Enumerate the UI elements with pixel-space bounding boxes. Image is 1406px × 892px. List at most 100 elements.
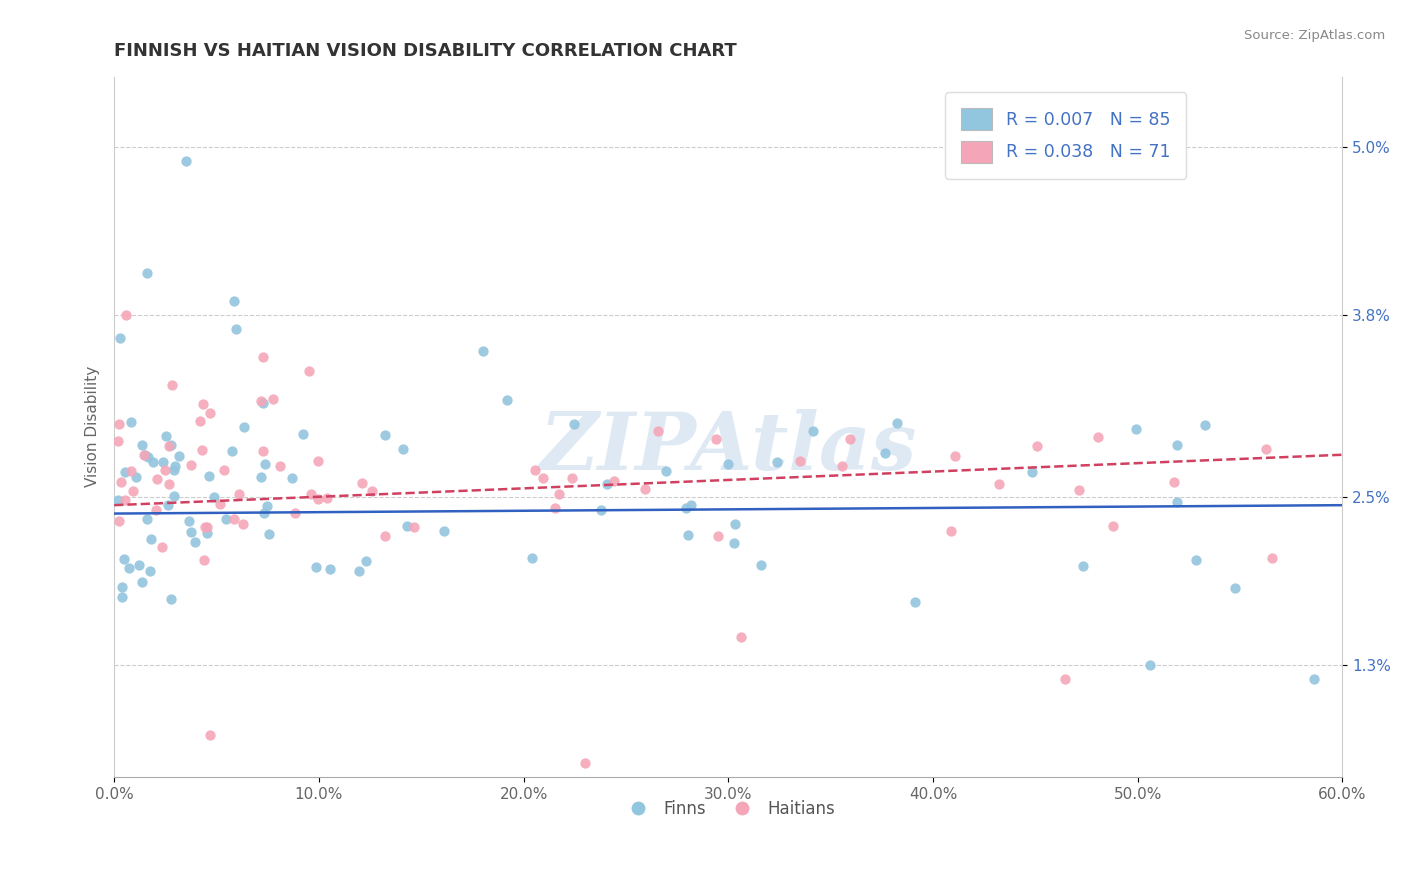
Point xyxy=(679,498,702,512)
Point xyxy=(118,561,141,575)
Point xyxy=(361,483,384,498)
Point xyxy=(305,559,328,574)
Point xyxy=(1163,475,1185,489)
Point xyxy=(160,377,183,392)
Point xyxy=(107,514,129,528)
Point xyxy=(162,463,184,477)
Point xyxy=(831,458,853,473)
Point xyxy=(180,525,202,540)
Point xyxy=(347,565,370,579)
Point xyxy=(299,486,322,500)
Point xyxy=(115,308,138,322)
Point xyxy=(392,442,415,457)
Point xyxy=(252,444,274,458)
Point xyxy=(939,524,962,538)
Point xyxy=(224,293,246,308)
Point xyxy=(111,590,134,604)
Point xyxy=(250,394,273,409)
Point xyxy=(1302,672,1324,686)
Text: FINNISH VS HAITIAN VISION DISABILITY CORRELATION CHART: FINNISH VS HAITIAN VISION DISABILITY COR… xyxy=(114,42,737,60)
Point xyxy=(298,364,321,378)
Point xyxy=(136,511,159,525)
Point xyxy=(873,445,896,459)
Point xyxy=(153,463,176,477)
Point xyxy=(1021,465,1043,479)
Point xyxy=(603,475,626,489)
Point xyxy=(404,519,426,533)
Point xyxy=(139,533,162,547)
Point xyxy=(531,470,554,484)
Point xyxy=(159,592,181,607)
Point xyxy=(269,459,291,474)
Point xyxy=(200,728,222,742)
Point xyxy=(262,392,284,406)
Point xyxy=(315,491,337,505)
Point xyxy=(108,417,131,432)
Point xyxy=(131,438,153,452)
Point xyxy=(496,392,519,407)
Point xyxy=(1053,672,1076,686)
Point xyxy=(354,554,377,568)
Point xyxy=(225,321,247,335)
Point xyxy=(730,630,752,644)
Point xyxy=(139,564,162,578)
Point xyxy=(789,454,811,468)
Point xyxy=(1223,581,1246,595)
Point xyxy=(548,487,571,501)
Point xyxy=(112,552,135,566)
Point xyxy=(111,581,134,595)
Point xyxy=(107,434,129,448)
Point xyxy=(152,455,174,469)
Point xyxy=(256,499,278,513)
Point xyxy=(180,458,202,473)
Point xyxy=(717,458,740,472)
Point xyxy=(1166,438,1188,452)
Point xyxy=(142,455,165,469)
Point xyxy=(107,492,129,507)
Point xyxy=(1125,422,1147,436)
Point xyxy=(209,497,232,511)
Point xyxy=(202,490,225,504)
Point xyxy=(374,427,396,442)
Point xyxy=(350,476,373,491)
Point xyxy=(157,476,180,491)
Point xyxy=(988,476,1011,491)
Point xyxy=(560,470,582,484)
Point xyxy=(839,433,862,447)
Point xyxy=(765,455,787,469)
Point xyxy=(195,519,218,533)
Legend: Finns, Haitians: Finns, Haitians xyxy=(614,793,842,824)
Point xyxy=(198,406,221,420)
Point xyxy=(150,541,173,555)
Point xyxy=(634,482,657,496)
Point xyxy=(131,574,153,589)
Point xyxy=(284,506,307,520)
Point xyxy=(136,450,159,465)
Point xyxy=(121,484,143,499)
Point xyxy=(647,424,669,438)
Point xyxy=(250,470,273,484)
Point xyxy=(724,516,747,531)
Point xyxy=(221,444,243,458)
Point xyxy=(943,449,966,463)
Point xyxy=(704,432,727,446)
Point xyxy=(520,551,543,566)
Point xyxy=(1139,657,1161,672)
Point xyxy=(252,350,274,364)
Point xyxy=(134,449,156,463)
Point xyxy=(165,458,187,473)
Point xyxy=(193,553,215,567)
Point xyxy=(212,463,235,477)
Point xyxy=(596,477,619,491)
Point xyxy=(1087,430,1109,444)
Point xyxy=(591,503,613,517)
Point xyxy=(374,529,396,543)
Point xyxy=(146,472,169,486)
Point xyxy=(228,487,250,501)
Y-axis label: Vision Disability: Vision Disability xyxy=(86,366,100,487)
Point xyxy=(749,558,772,573)
Point xyxy=(1069,483,1091,497)
Point xyxy=(319,562,342,576)
Point xyxy=(1102,519,1125,533)
Point xyxy=(723,536,745,550)
